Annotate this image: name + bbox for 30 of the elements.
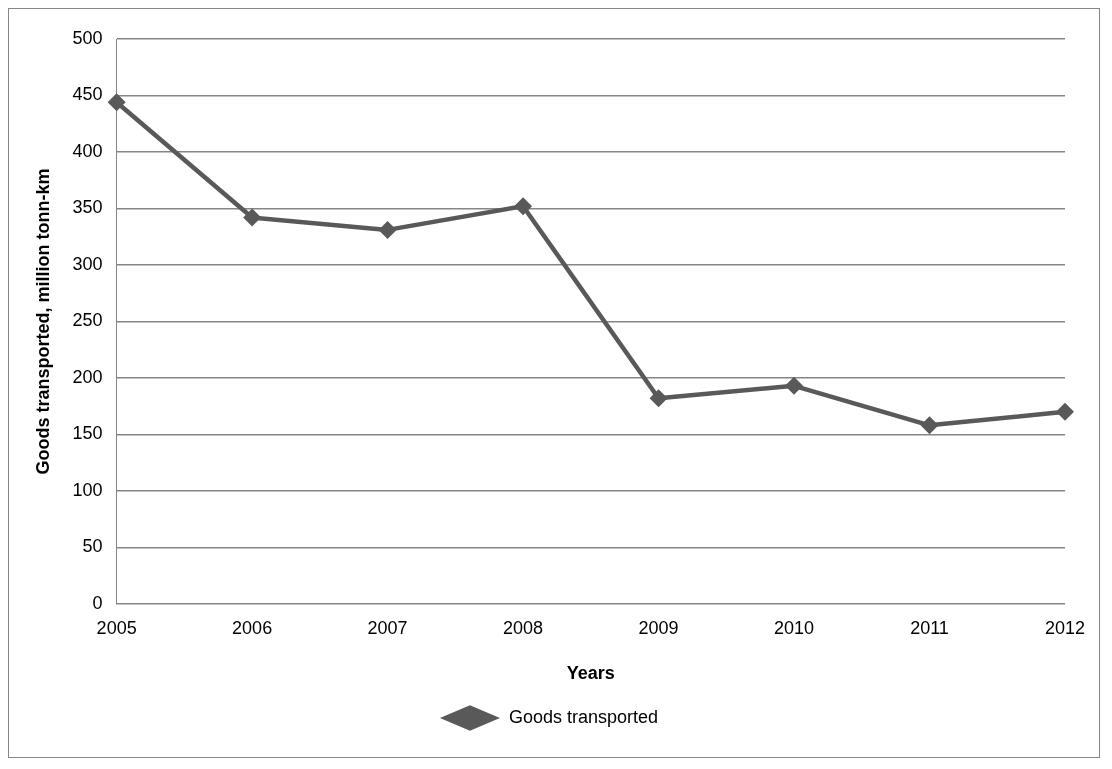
- point: [243, 208, 262, 227]
- point: [107, 93, 126, 112]
- x-axis-title: Years: [566, 663, 615, 684]
- y-tick-label: 50: [82, 536, 103, 557]
- point: [1055, 402, 1074, 421]
- x-tick-label: 2010: [774, 617, 815, 638]
- y-tick-label: 0: [92, 592, 103, 613]
- point: [649, 389, 668, 408]
- legend-label: Goods transported: [508, 706, 659, 727]
- point: [514, 197, 533, 216]
- x-tick-label: 2012: [1044, 617, 1085, 638]
- y-tick-label: 450: [72, 84, 103, 105]
- y-axis-title: Goods transported, million tonn-km: [32, 168, 53, 475]
- y-tick-label: 100: [72, 479, 103, 500]
- x-tick-label: 2006: [232, 617, 273, 638]
- point: [378, 220, 397, 239]
- y-tick-label: 400: [72, 140, 103, 161]
- y-tick-label: 250: [72, 310, 103, 331]
- y-tick-label: 500: [72, 27, 103, 48]
- y-tick-label: 150: [72, 423, 103, 444]
- point: [920, 416, 939, 435]
- y-tick-label: 350: [72, 197, 103, 218]
- x-tick-label: 2005: [96, 617, 137, 638]
- y-tick-label: 200: [72, 366, 103, 387]
- x-tick-label: 2007: [367, 617, 408, 638]
- x-tick-label: 2009: [638, 617, 679, 638]
- x-tick-label: 2011: [910, 617, 949, 638]
- point: [785, 376, 804, 395]
- x-tick-label: 2008: [503, 617, 544, 638]
- y-tick-label: 300: [72, 253, 103, 274]
